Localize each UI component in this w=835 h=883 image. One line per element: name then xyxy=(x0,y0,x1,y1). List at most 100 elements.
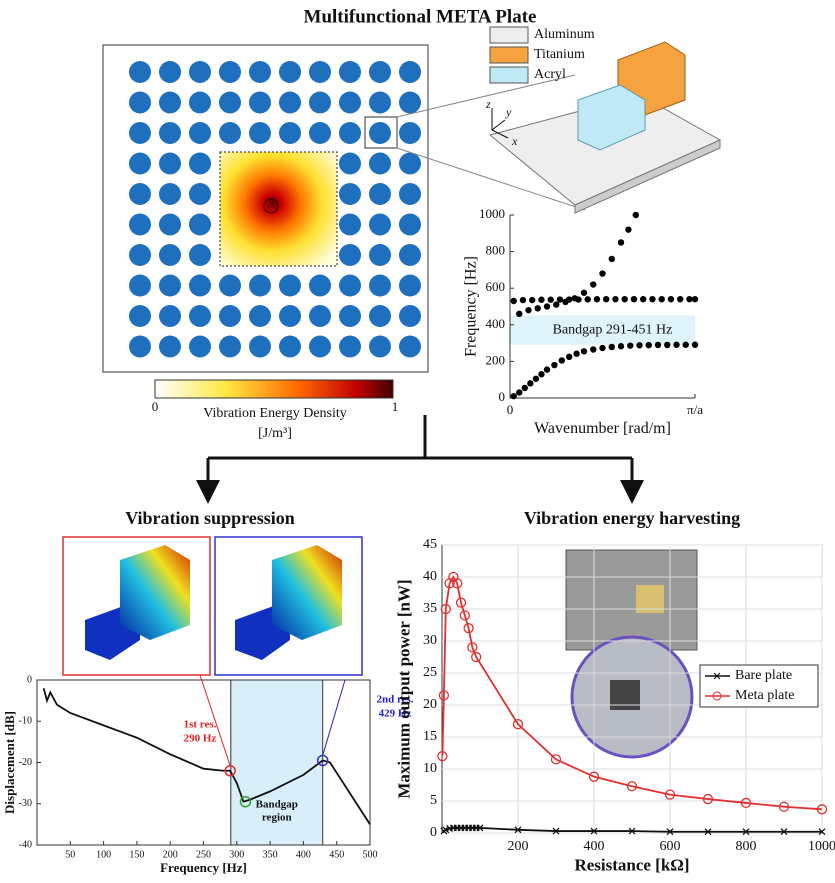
x-tick-label: 400 xyxy=(584,839,605,854)
material-legend: AluminumTitaniumAcryl xyxy=(490,27,595,83)
resonator xyxy=(219,336,241,358)
point xyxy=(618,239,624,245)
legend-swatch xyxy=(490,67,528,83)
resonator xyxy=(339,244,361,266)
y-tick-label: 0 xyxy=(499,389,506,404)
resonator xyxy=(399,61,421,83)
figure-title: Multifunctional META Plate xyxy=(304,6,537,27)
resonator xyxy=(369,92,391,114)
y-tick-label: 30 xyxy=(423,633,437,648)
resonator xyxy=(189,275,211,297)
point xyxy=(631,296,637,302)
x-tick-label: 500 xyxy=(363,849,378,860)
resonator xyxy=(189,305,211,327)
x-tick-label: 450 xyxy=(329,849,344,860)
resonator xyxy=(279,275,301,297)
resonator xyxy=(369,61,391,83)
x-tick-label: 1000 xyxy=(808,839,835,854)
point xyxy=(599,270,605,276)
figure: Multifunctional META Plate AluminumTitan… xyxy=(0,0,835,883)
point xyxy=(538,371,544,377)
point xyxy=(562,299,568,305)
resonator xyxy=(129,92,151,114)
resonator xyxy=(129,305,151,327)
x-tick-label: 50 xyxy=(65,849,75,860)
x-tick-label: 100 xyxy=(96,849,111,860)
point xyxy=(581,348,587,354)
x-tick-label: 250 xyxy=(196,849,211,860)
resonator xyxy=(399,122,421,144)
point xyxy=(573,351,579,357)
y-tick-label: 800 xyxy=(486,243,506,258)
band-label: Bandgap 291-451 Hz xyxy=(553,322,673,337)
y-axis-label: Frequency [Hz] xyxy=(463,256,480,357)
point xyxy=(599,345,605,351)
x-tick-label: 350 xyxy=(263,849,278,860)
point xyxy=(516,311,522,317)
resonator xyxy=(189,92,211,114)
point xyxy=(622,296,628,302)
y-tick-label: -20 xyxy=(19,757,32,768)
x-axis-label: Resistance [kΩ] xyxy=(574,856,689,875)
resonator xyxy=(159,122,181,144)
resonator xyxy=(129,214,151,236)
point xyxy=(511,298,517,304)
point xyxy=(572,295,578,301)
resonator xyxy=(189,336,211,358)
resonator xyxy=(339,153,361,175)
resonator xyxy=(159,61,181,83)
x-tick-label: 150 xyxy=(129,849,144,860)
resonator xyxy=(159,153,181,175)
resonator xyxy=(369,336,391,358)
resonator xyxy=(219,92,241,114)
resonator xyxy=(189,183,211,205)
resonator xyxy=(309,305,331,327)
point xyxy=(618,343,624,349)
resonator xyxy=(369,214,391,236)
energy-map xyxy=(220,152,337,266)
resonator xyxy=(219,305,241,327)
point xyxy=(551,362,557,368)
resonator xyxy=(219,122,241,144)
resonator xyxy=(189,214,211,236)
photo-plate xyxy=(566,550,697,650)
resonator xyxy=(159,183,181,205)
point xyxy=(692,342,698,348)
y-tick-label: 35 xyxy=(423,601,437,616)
band-label: region xyxy=(262,812,292,824)
point xyxy=(548,297,554,303)
x-tick-label: 0 xyxy=(507,402,514,417)
resonator xyxy=(369,244,391,266)
y-tick-label: -10 xyxy=(19,716,32,727)
resonator xyxy=(219,275,241,297)
resonator xyxy=(339,61,361,83)
point xyxy=(544,303,550,309)
x-tick-label: 300 xyxy=(229,849,244,860)
legend-swatch xyxy=(490,27,528,43)
point xyxy=(553,301,559,307)
resonator xyxy=(339,92,361,114)
point xyxy=(522,385,528,391)
annotation-arrow xyxy=(323,680,345,755)
resonator xyxy=(399,183,421,205)
legend-label: Aluminum xyxy=(534,27,595,42)
axis-x: x xyxy=(511,134,518,148)
resonator xyxy=(129,122,151,144)
x-axis-label: Wavenumber [rad/m] xyxy=(534,420,671,437)
resonator xyxy=(309,61,331,83)
point xyxy=(538,297,544,303)
point xyxy=(527,380,533,386)
resonator xyxy=(369,122,391,144)
x-tick-label: 200 xyxy=(508,839,529,854)
y-tick-label: 45 xyxy=(423,537,437,552)
point xyxy=(590,281,596,287)
y-tick-label: 0 xyxy=(27,674,32,685)
point xyxy=(649,296,655,302)
resonator xyxy=(249,61,271,83)
point xyxy=(557,296,563,302)
legend-swatch xyxy=(490,47,528,63)
resonator xyxy=(129,275,151,297)
resonator xyxy=(159,92,181,114)
y-tick-label: 5 xyxy=(430,793,437,808)
x-tick-label: 200 xyxy=(163,849,178,860)
